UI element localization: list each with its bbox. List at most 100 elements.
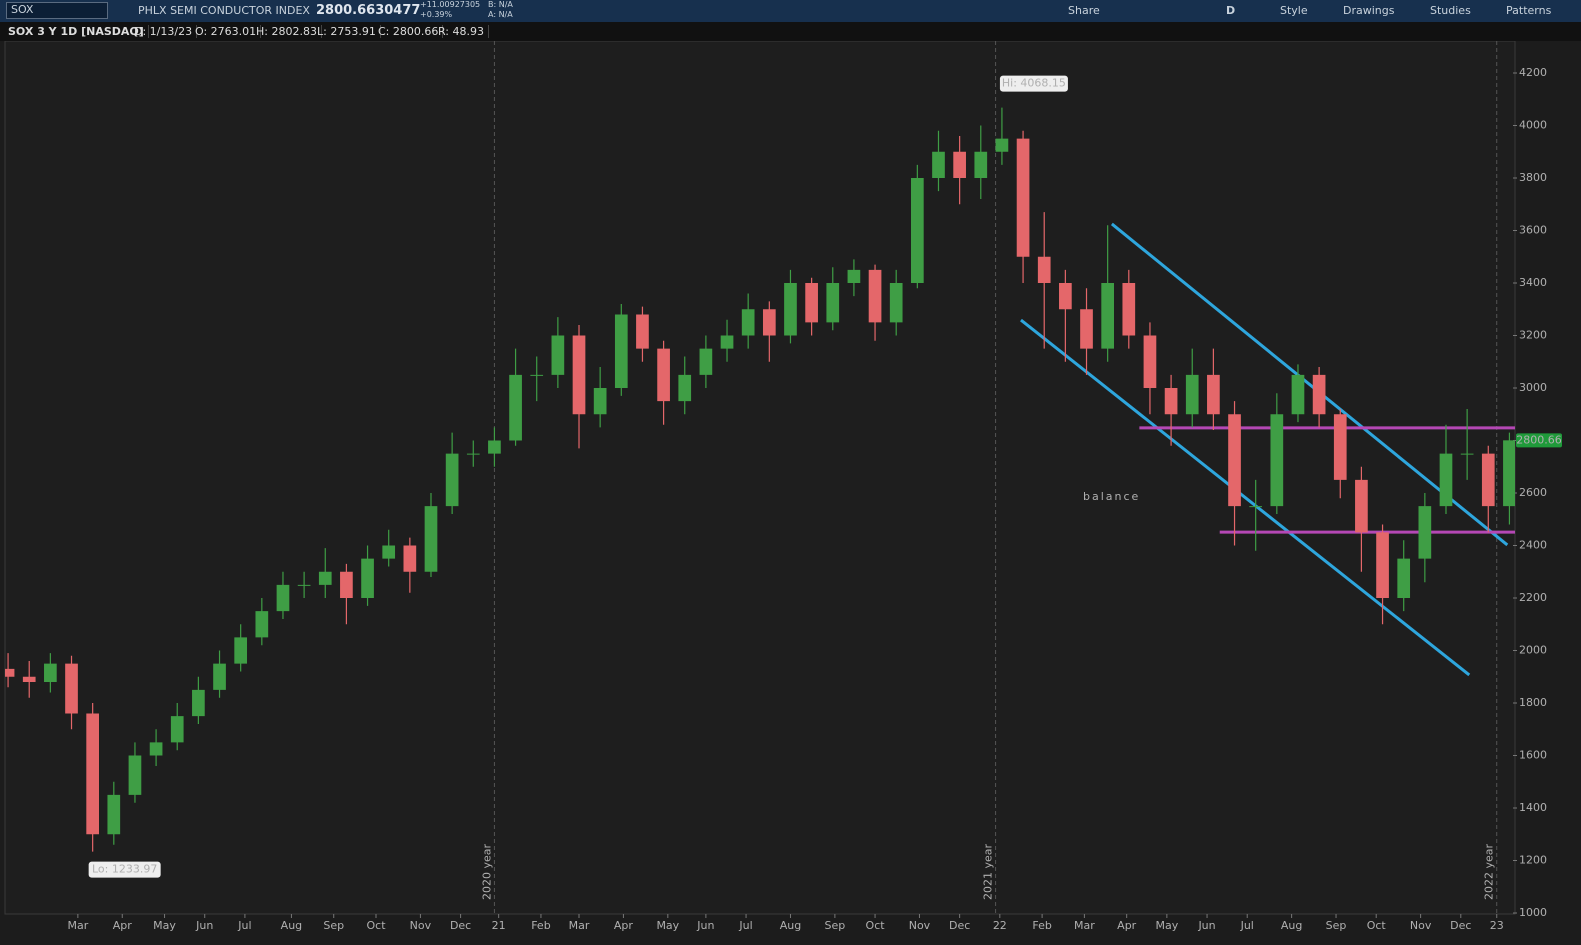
- y-tick-label: 4000: [1519, 119, 1547, 132]
- candle-body: [784, 283, 797, 336]
- candle-body: [699, 348, 713, 375]
- y-tick-label: 1600: [1519, 749, 1547, 762]
- x-tick-label: Jul: [738, 919, 752, 932]
- candle-body: [572, 335, 586, 415]
- y-tick-label: 1400: [1519, 801, 1547, 814]
- patterns-button[interactable]: Patterns: [1506, 4, 1552, 17]
- year-label: 2022 year: [1483, 844, 1496, 901]
- candle-body: [868, 269, 882, 323]
- change: +11.00927305: [420, 0, 481, 9]
- x-tick-label: Feb: [1032, 919, 1051, 932]
- high: H: 2802.83: [252, 25, 322, 38]
- x-tick-label: Dec: [450, 919, 471, 932]
- candle-body: [22, 676, 36, 682]
- y-tick-label: 1800: [1519, 696, 1547, 709]
- y-tick-label: 3200: [1519, 329, 1547, 342]
- candle-body: [361, 558, 374, 598]
- candle-body: [1503, 440, 1515, 507]
- candle-body: [1460, 453, 1474, 455]
- candle-body: [1101, 283, 1114, 349]
- candle-body: [1228, 414, 1241, 507]
- lo-label: Lo: 1233.97: [92, 863, 157, 876]
- bid: B: N/A: [488, 0, 513, 9]
- y-tick-label: 3600: [1519, 224, 1547, 237]
- y-tick-label: 3800: [1519, 171, 1547, 184]
- share-button[interactable]: Share: [1068, 4, 1100, 17]
- change-pct: +0.39%: [420, 10, 453, 19]
- x-tick-label: Jun: [696, 919, 714, 932]
- candle-body: [170, 716, 184, 743]
- x-tick-label: Oct: [866, 919, 886, 932]
- candle-body: [297, 584, 311, 586]
- x-tick-label: Mar: [1074, 919, 1095, 932]
- y-tick-label: 1200: [1519, 854, 1547, 867]
- year-label: 2021 year: [982, 844, 995, 901]
- candle-body: [1376, 532, 1389, 598]
- drawings-button[interactable]: Drawings: [1343, 4, 1395, 17]
- candle-body: [1291, 374, 1305, 415]
- candle-body: [1355, 479, 1368, 533]
- y-tick-label: 3000: [1519, 381, 1547, 394]
- x-tick-label: Feb: [531, 919, 550, 932]
- candle-body: [1439, 453, 1453, 507]
- candle-body: [741, 309, 755, 336]
- last-price-tag: [1516, 433, 1562, 448]
- ask: A: N/A: [488, 10, 513, 19]
- hi-label: Hi: 4068.15: [1002, 77, 1066, 90]
- trendline: [1020, 318, 1471, 677]
- y-tick-label: 3400: [1519, 276, 1547, 289]
- x-tick-label: Aug: [780, 919, 801, 932]
- candle-body: [234, 637, 248, 664]
- x-tick-label: Sep: [1326, 919, 1347, 932]
- chart-id: SOX 3 Y 1D [NASDAQ]: [4, 25, 149, 38]
- candle-body: [1312, 374, 1326, 415]
- candle-body: [932, 151, 945, 178]
- candle-body: [889, 283, 903, 323]
- candle-body: [5, 668, 15, 677]
- candle-body: [1143, 335, 1157, 388]
- candle-body: [128, 755, 142, 795]
- style-button[interactable]: Style: [1280, 4, 1308, 17]
- x-tick-label: Dec: [1450, 919, 1471, 932]
- candle-body: [720, 335, 734, 349]
- note: balance: [1083, 490, 1140, 503]
- x-tick-label: Oct: [366, 919, 386, 932]
- candle-body: [762, 309, 776, 336]
- studies-button[interactable]: Studies: [1430, 4, 1471, 17]
- candle-body: [488, 440, 501, 454]
- candle-body: [1270, 414, 1284, 507]
- candle-body: [382, 545, 396, 559]
- period-button[interactable]: D: [1226, 4, 1236, 17]
- x-tick-label: Nov: [1410, 919, 1432, 932]
- candle-body: [276, 584, 290, 612]
- x-tick-label: Nov: [909, 919, 931, 932]
- last-price-label: 2800.66: [1516, 433, 1562, 446]
- x-tick-label: Aug: [1281, 919, 1302, 932]
- lo-label-box: [88, 861, 161, 878]
- candle-body: [1481, 453, 1495, 507]
- candle-body: [657, 348, 670, 402]
- candle-body: [255, 611, 269, 638]
- candle-body: [678, 374, 692, 402]
- candle-body: [593, 388, 607, 415]
- candle-body: [614, 314, 628, 388]
- candle-body: [1397, 558, 1411, 598]
- x-tick-label: Mar: [569, 919, 590, 932]
- x-tick-label: 22: [993, 919, 1007, 932]
- x-tick-label: Dec: [949, 919, 970, 932]
- description: PHLX SEMI CONDUCTOR INDEX: [138, 4, 310, 17]
- y-tick-label: 4200: [1519, 66, 1547, 79]
- x-tick-label: May: [656, 919, 679, 932]
- toolbar: SOX PHLX SEMI CONDUCTOR INDEX 2800.66304…: [0, 0, 1581, 22]
- x-tick-label: Apr: [1117, 919, 1137, 932]
- candle-body: [805, 283, 818, 323]
- open: O: 2763.01: [191, 25, 262, 38]
- candle-body: [466, 453, 480, 455]
- y-tick-label: 2400: [1519, 539, 1547, 552]
- candle-body: [1164, 388, 1178, 415]
- candle-body: [1122, 283, 1136, 336]
- candle-body: [213, 663, 226, 690]
- symbol-input[interactable]: SOX: [6, 2, 108, 19]
- x-tick-label: Apr: [614, 919, 634, 932]
